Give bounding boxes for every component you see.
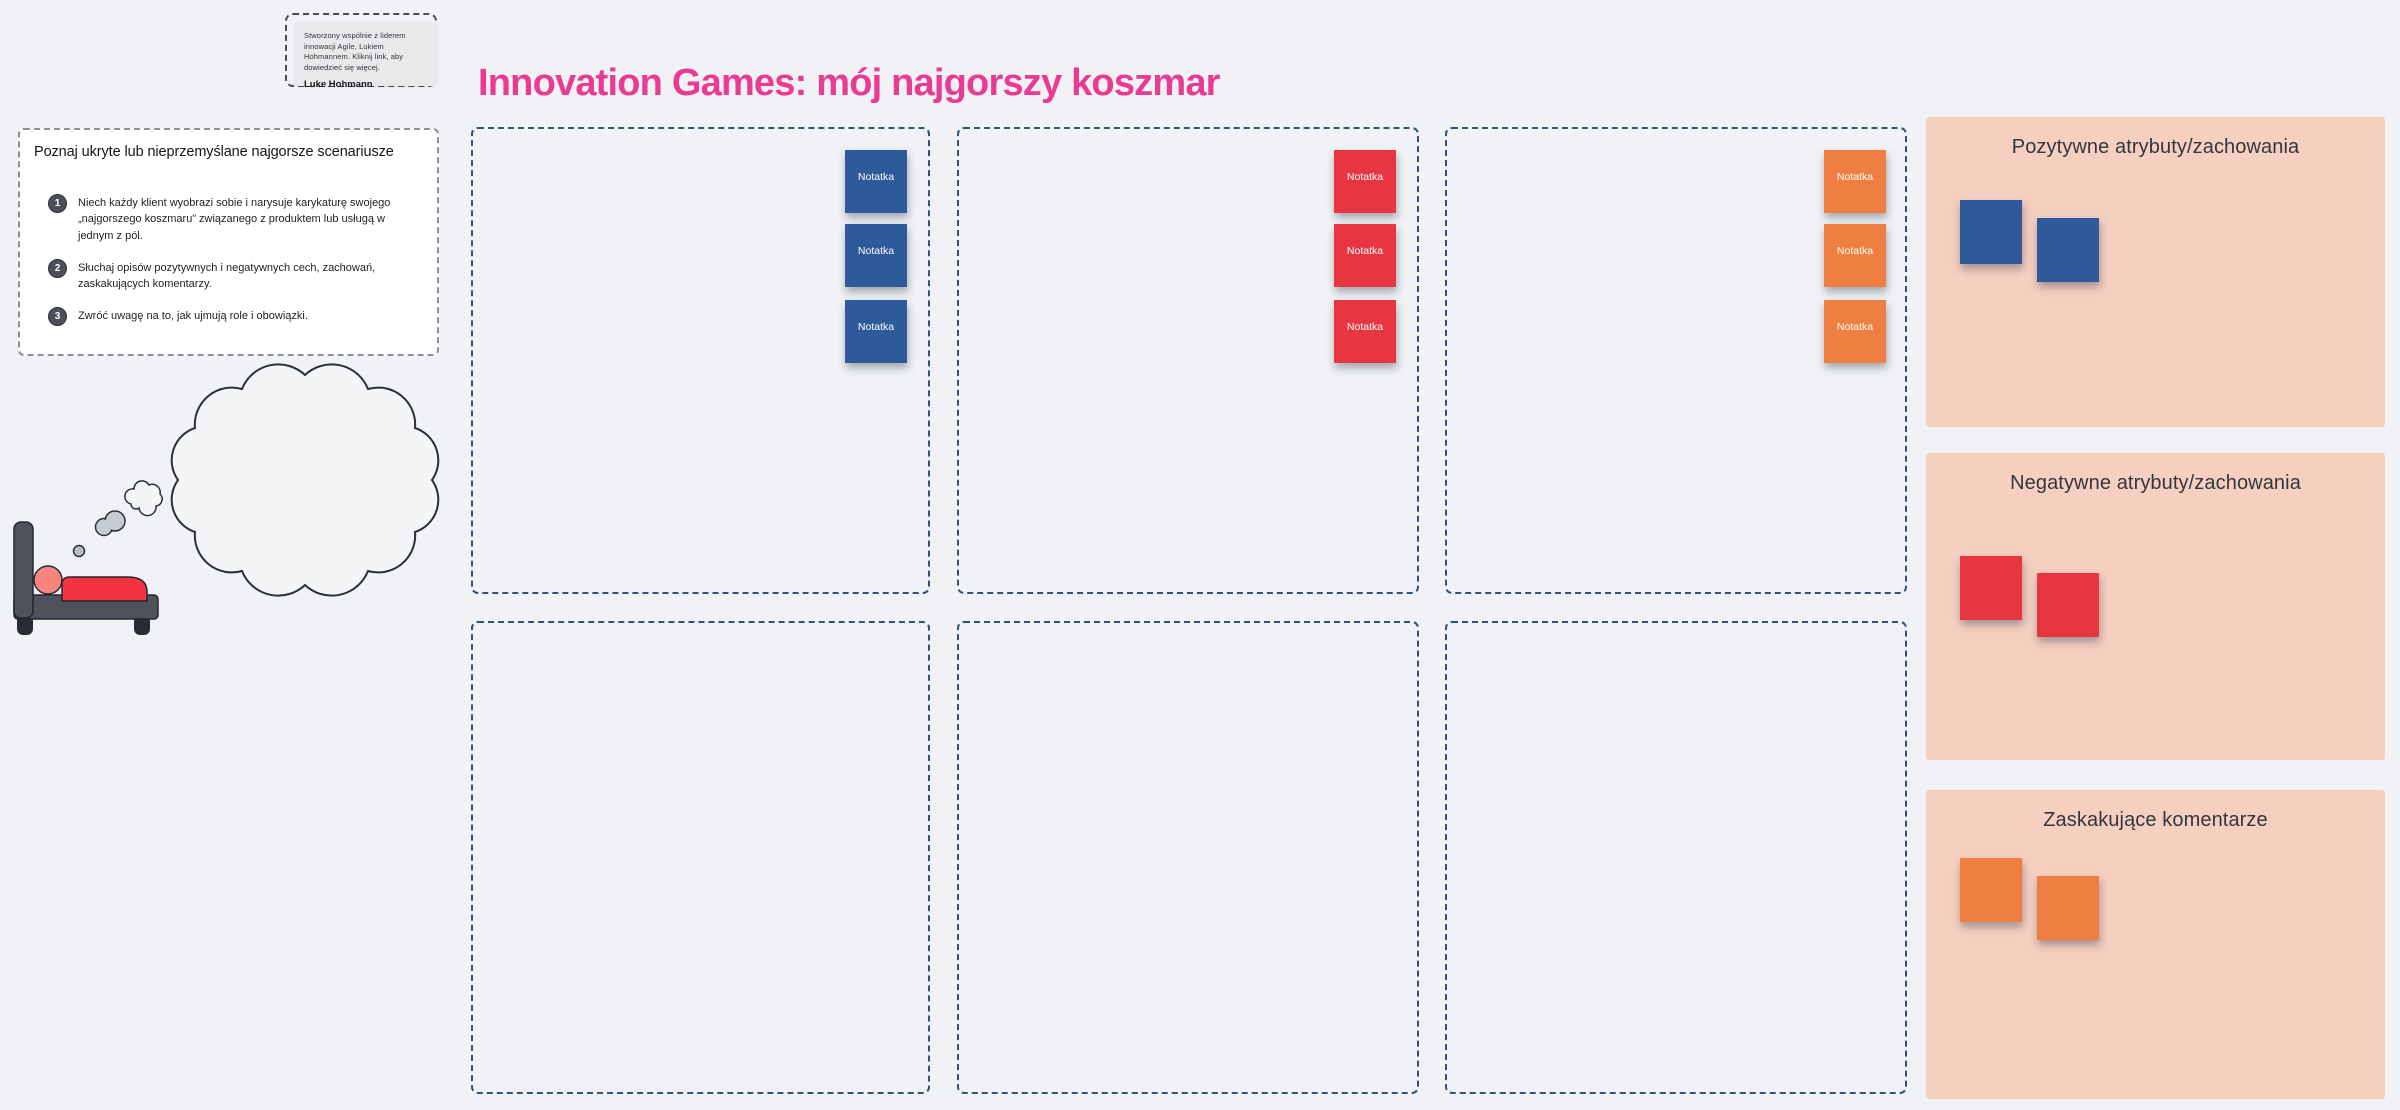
sticky-note-blue-blank[interactable]	[1960, 200, 2022, 264]
step-number-badge: 3	[48, 307, 67, 327]
sticky-note-orange[interactable]: Notatka	[1824, 300, 1886, 363]
panel-title: Zaskakujące komentarze	[2043, 809, 2268, 831]
step-item: 2 Słuchaj opisów pozytywnych i negatywny…	[48, 258, 423, 293]
double-bubble	[94, 510, 126, 537]
sleeper-doodle[interactable]	[0, 360, 460, 650]
step-text: Słuchaj opisów pozytywnych i negatywnych…	[78, 261, 376, 291]
sticky-note-orange-blank[interactable]	[1960, 858, 2022, 922]
attribution-text: Stworzony wspólnie z liderem innowacji A…	[304, 31, 406, 72]
instructions-heading: Poznaj ukryte lub nieprzemyślane najgors…	[34, 144, 394, 160]
step-item: 1 Niech każdy klient wyobrazi sobie i na…	[48, 194, 423, 244]
step-number-badge: 2	[48, 258, 67, 278]
sticky-note-red-blank[interactable]	[2037, 573, 2099, 637]
small-bubble	[72, 544, 86, 558]
sticky-note-blue-blank[interactable]	[2037, 218, 2099, 282]
sticky-note-blue[interactable]: Notatka	[845, 150, 907, 213]
drawing-box-2[interactable]	[957, 127, 1419, 594]
drawing-box-5[interactable]	[957, 621, 1419, 1094]
bed-foot-right	[134, 615, 150, 635]
step-item: 3 Zwróć uwagę na to, jak ujmują role i o…	[48, 307, 423, 327]
bed	[13, 521, 159, 635]
drawing-box-3[interactable]	[1445, 127, 1907, 594]
sticky-note-orange[interactable]: Notatka	[1824, 224, 1886, 287]
step-text: Niech każdy klient wyobrazi sobie i nary…	[78, 197, 391, 242]
drawing-box-1[interactable]	[471, 127, 930, 594]
panel-title: Negatywne atrybuty/zachowania	[2010, 472, 2301, 494]
bed-headboard	[13, 521, 34, 619]
attribution-author-name: Luke Hohmann	[304, 79, 373, 90]
panel-positive-attributes[interactable]: Pozytywne atrybuty/zachowania	[1926, 117, 2385, 427]
sticky-note-orange-blank[interactable]	[2037, 876, 2099, 940]
drawing-box-6[interactable]	[1445, 621, 1907, 1094]
board-title[interactable]: Innovation Games: mój najgorszy koszmar	[478, 62, 1220, 104]
sticky-note-red-blank[interactable]	[1960, 556, 2022, 620]
sticky-note-red[interactable]: Notatka	[1334, 300, 1396, 363]
thought-cloud	[170, 363, 440, 597]
instructions-panel[interactable]: Poznaj ukryte lub nieprzemyślane najgors…	[18, 128, 439, 356]
blanket	[61, 576, 148, 602]
panel-title: Pozytywne atrybuty/zachowania	[2011, 136, 2300, 158]
sticky-note-red[interactable]: Notatka	[1334, 150, 1396, 213]
sticky-note-red[interactable]: Notatka	[1334, 224, 1396, 287]
sticky-note-blue[interactable]: Notatka	[845, 224, 907, 287]
step-text: Zwróć uwagę na to, jak ujmują role i obo…	[78, 310, 308, 323]
step-number-badge: 1	[48, 194, 67, 213]
instructions-steps: 1 Niech każdy klient wyobrazi sobie i na…	[34, 194, 423, 327]
drawing-box-4[interactable]	[471, 621, 930, 1094]
bed-foot-left	[17, 615, 33, 635]
sticky-note-blue[interactable]: Notatka	[845, 300, 907, 363]
attribution-card[interactable]: Stworzony wspólnie z liderem innowacji A…	[294, 22, 438, 90]
small-cloud-bubble	[124, 480, 163, 517]
sticky-note-orange[interactable]: Notatka	[1824, 150, 1886, 213]
panel-surprising-comments[interactable]: Zaskakujące komentarze	[1926, 790, 2385, 1099]
sleeper-head	[33, 565, 63, 595]
